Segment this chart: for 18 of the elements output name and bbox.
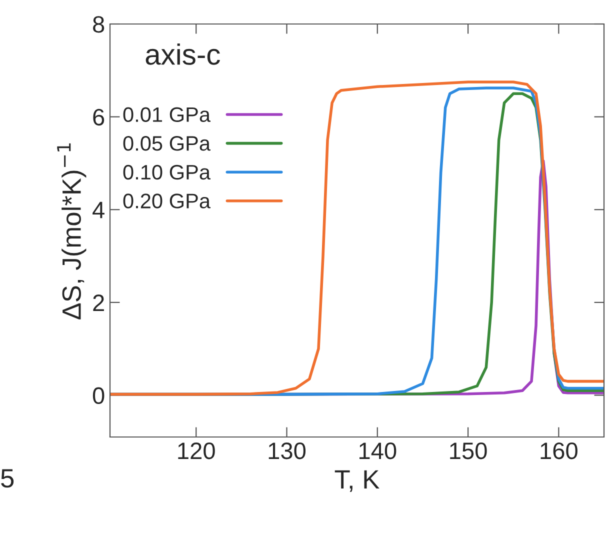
y-tick-label: 6 xyxy=(93,108,104,126)
legend-label: 0.05 GPa xyxy=(123,136,211,151)
y-tick-label: 8 xyxy=(93,16,104,33)
legend-label: 0.01 GPa xyxy=(123,107,211,122)
x-tick-label: 140 xyxy=(360,442,396,460)
x-tick-label: 120 xyxy=(178,442,215,460)
annotation: axis-c xyxy=(146,43,220,65)
x-tick-label: 150 xyxy=(450,442,487,460)
y-tick-label: 2 xyxy=(93,294,104,311)
y-axis-title: ΔS, J(mol*K)$^{−1}$ xyxy=(57,143,86,320)
x-tick-label: 160 xyxy=(540,442,578,460)
text: 5 xyxy=(1,469,14,488)
y-tick-label: 0 xyxy=(92,387,104,404)
x-axis-title: T, K xyxy=(334,470,380,492)
legend-label: 0.20 GPa xyxy=(123,194,211,208)
y-tick-label: 4 xyxy=(92,202,104,218)
legend-label: 0.10 GPa xyxy=(123,164,211,180)
x-tick-label: 130 xyxy=(268,442,306,460)
